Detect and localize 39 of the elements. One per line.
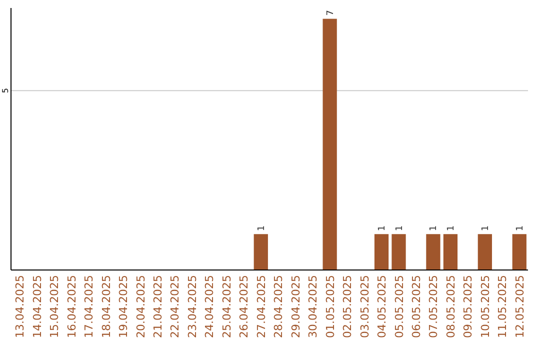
x-tick-label: 06.05.2025 [410,275,423,338]
data-label: 1 [515,225,526,232]
x-tick-label: 18.04.2025 [100,275,113,338]
x-tick-label: 01.05.2025 [324,275,337,338]
x-tick-label: 05.05.2025 [392,275,406,338]
x-tick-label: 28.04.2025 [272,275,286,338]
data-label: 7 [326,10,336,16]
x-tick-label: 09.05.2025 [462,275,475,338]
x-tick-label: 16.04.2025 [65,275,78,338]
x-tick-label: 02.05.2025 [341,275,354,338]
x-tick-label: 03.05.2025 [358,275,372,338]
x-tick-label: 12.05.2025 [513,275,526,338]
x-tick-label: 17.04.2025 [82,275,96,338]
x-tick-label: 30.04.2025 [306,275,320,338]
x-tick-label: 11.05.2025 [496,275,510,338]
data-label: 1 [480,225,491,232]
ref-line-label: 5 [1,88,10,94]
x-tick-label: 10.05.2025 [478,275,492,338]
data-label: 1 [394,225,405,232]
data-label: 1 [378,225,388,232]
x-tick-label: 20.04.2025 [134,275,148,338]
x-tick-label: 29.04.2025 [289,275,302,338]
x-tick-label: 23.04.2025 [186,275,199,338]
x-tick-label: 13.04.2025 [14,275,27,338]
x-tick-label: 14.04.2025 [30,275,44,338]
x-tick-label: 27.04.2025 [254,275,268,338]
data-label: 1 [256,225,267,232]
x-tick-label: 21.04.2025 [151,275,164,338]
x-tick-label: 25.04.2025 [220,275,234,338]
x-tick-label: 22.04.2025 [168,275,182,338]
data-label: 1 [429,225,440,232]
x-tick-label: 07.05.2025 [427,275,440,338]
x-tick-label: 19.04.2025 [117,275,130,338]
x-tick-label: 04.05.2025 [376,275,389,338]
x-tick-label: 26.04.2025 [238,275,251,338]
data-label: 1 [446,225,456,232]
x-tick-label: 08.05.2025 [444,275,458,338]
x-tick-label: 15.04.2025 [48,275,62,338]
x-tick-label: 24.04.2025 [203,275,216,338]
